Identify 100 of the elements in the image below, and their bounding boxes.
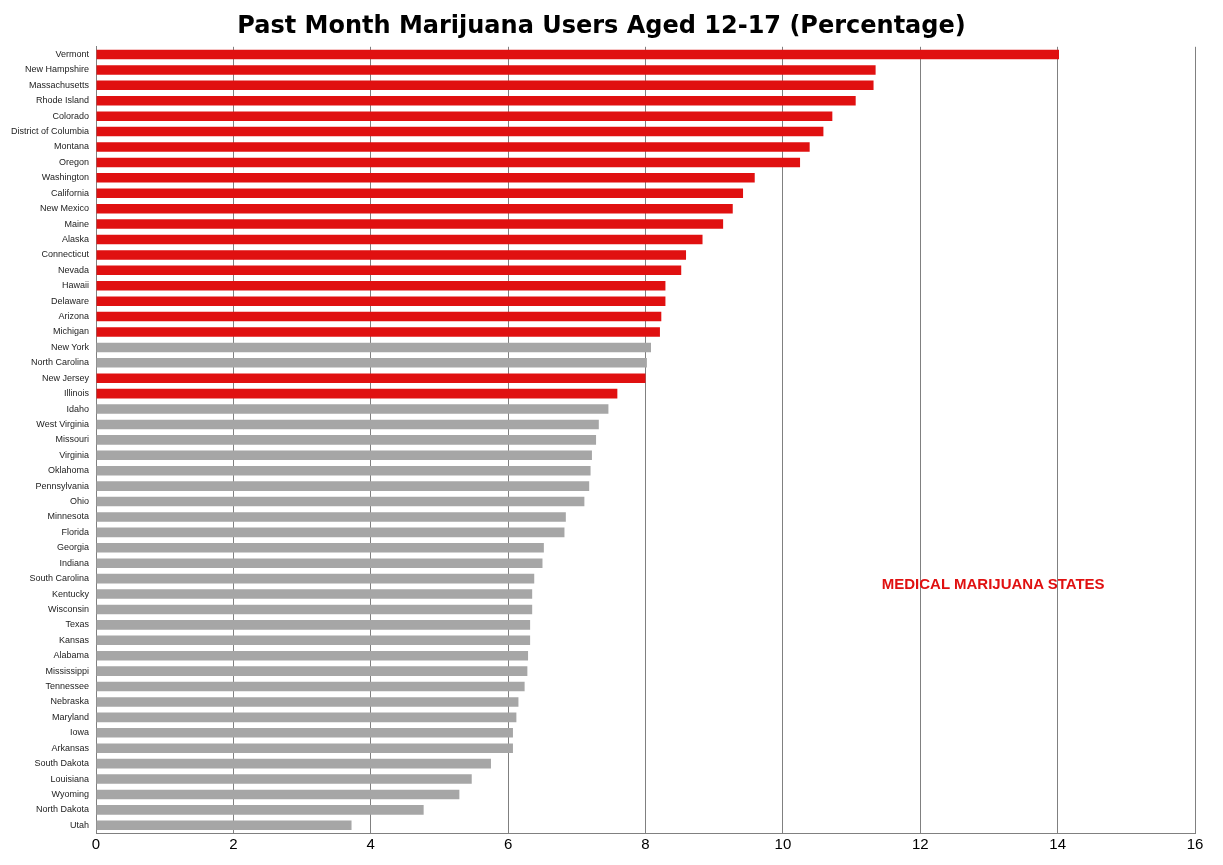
y-tick-label: Tennessee xyxy=(45,681,90,692)
y-tick-label: New York xyxy=(50,341,90,352)
bar xyxy=(96,404,609,414)
y-tick-label: Nebraska xyxy=(50,696,90,707)
y-tick-label: Ohio xyxy=(70,496,90,507)
y-tick-label: Virginia xyxy=(59,449,90,460)
bar xyxy=(96,311,662,322)
y-tick-label: Hawaii xyxy=(62,280,90,291)
bar xyxy=(96,465,591,476)
bar xyxy=(96,65,876,75)
y-tick-label: Kansas xyxy=(58,634,90,645)
bar xyxy=(96,388,618,399)
bar xyxy=(96,589,533,599)
y-tick-label: District of Columbia xyxy=(10,126,90,137)
y-tick-label: Minnesota xyxy=(47,511,90,522)
bar xyxy=(96,543,544,553)
bar xyxy=(96,250,687,260)
bar xyxy=(96,265,682,276)
y-tick-label: Oregon xyxy=(58,156,90,167)
y-tick-label: Idaho xyxy=(66,403,90,414)
y-tick-label: North Carolina xyxy=(30,357,90,368)
y-tick-label: Florida xyxy=(61,526,90,537)
y-tick-label: California xyxy=(50,187,90,198)
y-tick-label: Maine xyxy=(64,218,90,229)
y-tick-label: Montana xyxy=(53,141,90,152)
y-tick-label: West Virginia xyxy=(36,418,90,429)
bar xyxy=(96,173,755,183)
x-tick-label: 16 xyxy=(1186,835,1204,853)
bar xyxy=(96,789,460,800)
y-tick-label: Vermont xyxy=(55,48,90,59)
chart-title: Past Month Marijuana Users Aged 12-17 (Percentage) xyxy=(237,10,966,39)
bar xyxy=(96,558,543,568)
bar xyxy=(96,358,647,368)
y-tick-label: Pennsylvania xyxy=(35,480,90,491)
y-tick-label: Oklahoma xyxy=(47,465,90,476)
bar xyxy=(96,604,533,615)
y-tick-label: Wisconsin xyxy=(48,603,90,614)
bar xyxy=(96,481,590,491)
bar xyxy=(96,342,652,353)
bar xyxy=(96,280,666,291)
x-tick-label: 14 xyxy=(1049,835,1066,853)
bar xyxy=(96,697,519,707)
bar xyxy=(96,712,517,723)
y-tick-label: Delaware xyxy=(50,295,90,306)
bar xyxy=(96,728,513,738)
bar xyxy=(96,80,874,91)
y-tick-label: Alaska xyxy=(62,233,90,244)
y-tick-label: Georgia xyxy=(56,542,90,553)
bar xyxy=(96,111,833,121)
y-tick-label: Illinois xyxy=(64,388,90,399)
bar xyxy=(96,805,424,815)
y-tick-label: Colorado xyxy=(52,110,90,121)
bar xyxy=(96,681,525,692)
x-tick-label: 8 xyxy=(641,835,650,853)
bar xyxy=(96,650,529,661)
y-tick-label: Mississippi xyxy=(45,665,90,676)
bar xyxy=(96,188,744,199)
y-tick-label: Wyoming xyxy=(51,788,90,799)
bar xyxy=(96,234,703,245)
y-tick-label: Connecticut xyxy=(41,249,90,260)
y-tick-label: Indiana xyxy=(59,557,90,568)
y-tick-label: Iowa xyxy=(70,727,90,738)
y-tick-label: Utah xyxy=(70,819,90,830)
y-tick-label: Rhode Island xyxy=(35,95,90,106)
x-tick-label: 4 xyxy=(366,835,375,853)
x-tick-label: 2 xyxy=(229,835,238,853)
y-tick-label: Missouri xyxy=(55,434,90,445)
bar xyxy=(96,820,352,831)
bar xyxy=(96,635,531,646)
y-tick-label: New Hampshire xyxy=(24,64,90,75)
bar xyxy=(96,774,472,784)
bar xyxy=(96,527,565,538)
bar xyxy=(96,620,531,630)
x-tick-label: 10 xyxy=(774,835,792,853)
y-tick-label: Texas xyxy=(65,619,90,630)
y-tick-label: Kentucky xyxy=(51,588,90,599)
bar xyxy=(96,327,660,337)
y-tick-label: South Carolina xyxy=(29,573,90,584)
y-tick-label: Massachusetts xyxy=(28,79,90,90)
bar xyxy=(96,142,810,152)
y-tick-label: Arizona xyxy=(58,311,90,322)
bar xyxy=(96,419,599,430)
x-tick-label: 6 xyxy=(503,835,513,853)
y-tick-label: Nevada xyxy=(57,264,90,275)
y-tick-label: Maryland xyxy=(52,711,90,722)
bar xyxy=(96,203,733,214)
bar xyxy=(96,219,724,229)
bar xyxy=(96,126,824,137)
annotation: MEDICAL MARIJUANA STATES xyxy=(881,575,1105,593)
y-tick-label: Alabama xyxy=(53,650,90,661)
y-tick-label: Washington xyxy=(41,172,90,183)
bar xyxy=(96,435,597,445)
bar xyxy=(96,758,491,769)
bar xyxy=(96,49,1059,60)
bar xyxy=(96,666,528,676)
bar xyxy=(96,373,646,384)
bar xyxy=(96,573,535,584)
y-tick-label: Arkansas xyxy=(51,742,90,753)
bar xyxy=(96,743,513,753)
bar xyxy=(96,450,592,461)
